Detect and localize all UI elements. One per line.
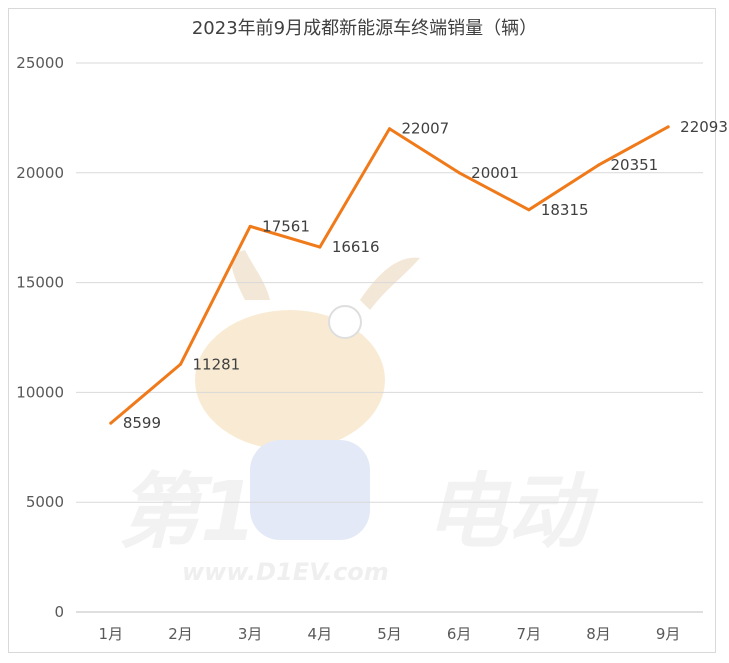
x-tick-label: 5月: [377, 625, 402, 643]
data-point: [666, 125, 670, 129]
x-tick-label: 2月: [168, 625, 193, 643]
x-tick-label: 1月: [99, 625, 124, 643]
x-tick-label: 4月: [308, 625, 333, 643]
chart-frame: [8, 8, 716, 653]
grid: [76, 62, 703, 613]
x-tick-label: 9月: [656, 625, 681, 643]
series: [109, 125, 670, 425]
y-tick-label: 15000: [16, 274, 64, 292]
data-label: 17561: [262, 217, 310, 235]
data-point: [109, 421, 113, 425]
data-label: 18315: [541, 201, 589, 219]
data-point: [527, 208, 531, 212]
watermark: 第1 电动 www.D1EV.com: [118, 250, 599, 586]
x-tick-label: 7月: [517, 625, 542, 643]
y-tick-label: 5000: [26, 493, 64, 511]
data-point: [597, 163, 600, 167]
data-label: 11281: [193, 355, 241, 373]
data-label: 22007: [402, 120, 450, 138]
chart-title: 2023年前9月成都新能源车终端销量（辆）: [191, 18, 538, 39]
watermark-brand-left: 第1: [118, 465, 257, 560]
y-axis: 0 5000 10000 15000 20000 25000: [16, 54, 64, 621]
data-point: [248, 224, 252, 228]
y-tick-label: 0: [54, 603, 64, 621]
mascot-eye-shape: [328, 305, 362, 339]
data-point: [179, 362, 182, 366]
mascot-body-shape: [250, 440, 370, 540]
data-label: 20351: [611, 156, 659, 174]
y-tick-label: 10000: [16, 383, 64, 401]
data-label: 22093: [680, 118, 728, 136]
watermark-brand-right: 电动: [425, 465, 599, 560]
data-label: 16616: [332, 238, 380, 256]
data-point: [318, 245, 322, 249]
watermark-url: www.D1EV.com: [182, 558, 389, 586]
x-axis: 1月 2月 3月 4月 5月 6月 7月 8月 9月: [99, 625, 681, 643]
x-tick-label: 6月: [447, 625, 472, 643]
mascot-antler-right-shape: [360, 257, 420, 310]
y-tick-label: 25000: [16, 54, 64, 72]
data-point: [457, 171, 461, 175]
data-label: 20001: [471, 164, 519, 182]
mascot-antler-left-shape: [231, 250, 270, 300]
data-point: [388, 127, 391, 131]
y-tick-label: 20000: [16, 164, 64, 182]
x-tick-label: 3月: [238, 625, 263, 643]
data-labels: 8599 11281 17561 16616 22007 20001 18315 20351 2…: [123, 118, 728, 432]
data-label: 8599: [123, 414, 161, 432]
mascot-head-shape: [195, 310, 385, 450]
x-tick-label: 8月: [586, 625, 611, 643]
